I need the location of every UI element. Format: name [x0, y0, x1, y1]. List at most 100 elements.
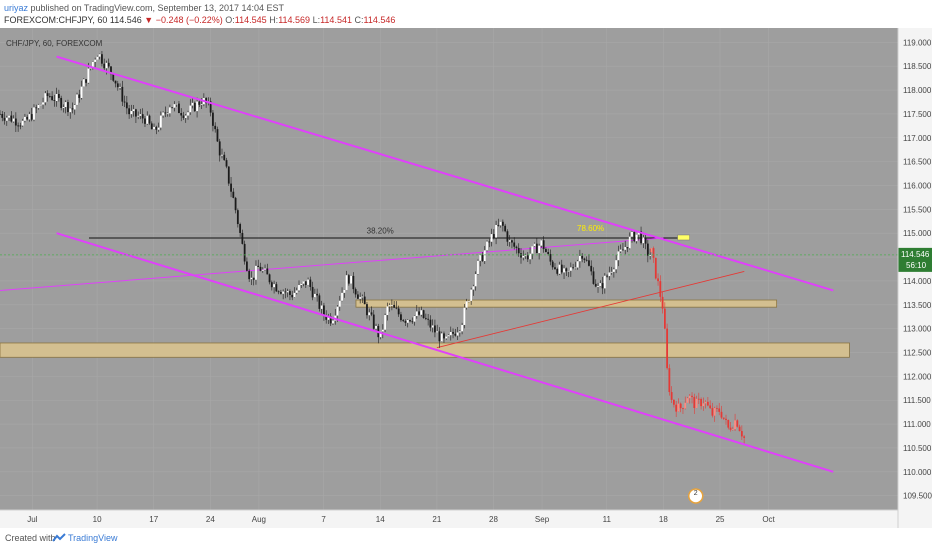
y-tick-label: 110.500 [903, 444, 932, 453]
candle-body [554, 267, 556, 270]
candle-body [171, 107, 174, 109]
candle-body [581, 255, 584, 259]
low-value: 114.541 [320, 15, 352, 25]
candle-body [103, 63, 106, 69]
candle-body [497, 225, 500, 226]
candle-body [282, 291, 285, 294]
candle-body [155, 126, 158, 130]
symbol-label: FOREXCOM:CHFJPY, 60 [4, 15, 108, 25]
candle-body [468, 300, 470, 302]
projected-candle-body [684, 402, 687, 409]
candle-body [572, 267, 575, 269]
projected-candle-body [661, 296, 664, 309]
candle-body [381, 329, 384, 332]
candle-body [248, 270, 251, 280]
x-tick-label: 11 [603, 515, 612, 524]
y-tick-label: 118.000 [903, 86, 932, 95]
projected-candle-body [727, 419, 730, 428]
candle-body [135, 109, 137, 117]
projected-candle-body [668, 368, 671, 393]
candle-body [26, 116, 29, 120]
candle-body [361, 296, 364, 298]
projected-candle-body [722, 417, 725, 419]
candle-body [73, 104, 76, 110]
close-label: C: [354, 15, 364, 25]
last-price: 114.546 [109, 15, 142, 25]
candle-body [585, 259, 588, 261]
candle-body [418, 311, 420, 315]
y-tick-label: 111.000 [903, 420, 931, 429]
candle-body [266, 268, 269, 275]
projected-candle-body [650, 248, 653, 253]
price-change: −0.248 (−0.22%) [155, 15, 223, 25]
candle-body [157, 127, 160, 130]
candle-body [366, 304, 368, 316]
y-tick-label: 113.000 [903, 325, 932, 334]
high-label: H: [269, 15, 279, 25]
candle-body [184, 115, 187, 118]
candle-body [558, 264, 561, 274]
low-label: L: [312, 15, 321, 25]
projected-candle-body [700, 398, 702, 407]
candle-body [230, 183, 232, 192]
candle-body [318, 295, 321, 309]
candle-body [511, 240, 513, 243]
support-zone-0 [0, 342, 850, 358]
price-chart[interactable]: 119.000 118.500 118.000 117.500 117.000 116.5… [0, 28, 932, 528]
projected-candle-body [704, 401, 707, 404]
candle-body [404, 321, 407, 323]
channel-lower-line [56, 232, 834, 473]
x-tick-label: Jul [27, 515, 37, 524]
candle-body [456, 332, 459, 336]
candle-body [94, 59, 97, 62]
candle-body [320, 305, 323, 309]
candle-body [413, 316, 416, 322]
candle-body [198, 101, 201, 105]
chart-header: uriyaz published on TradingView.com, Sep… [0, 0, 932, 28]
candle-body [619, 249, 622, 252]
candle-body [368, 312, 371, 316]
candle-body [470, 289, 473, 301]
x-tick-label: Oct [762, 515, 775, 524]
fib-label-0: 38.20% [367, 227, 394, 236]
y-tick-label: 118.500 [903, 62, 932, 71]
candle-body [146, 115, 149, 124]
candle-body [345, 275, 348, 290]
candle-body [409, 320, 411, 322]
candle-body [540, 240, 543, 246]
candle-body [642, 237, 645, 244]
candle-body [209, 101, 212, 113]
author-link[interactable]: uriyaz [4, 3, 29, 13]
candle-body [411, 321, 414, 323]
candle-body [463, 307, 466, 325]
y-tick-label: 119.000 [903, 38, 932, 47]
candle-body [284, 291, 287, 293]
candle-body [393, 304, 396, 308]
candle-body [533, 243, 536, 247]
candle-body [443, 333, 445, 339]
candle-body [80, 86, 83, 98]
candle-body [214, 125, 217, 130]
candle-body [608, 272, 611, 277]
candle-body [116, 83, 119, 88]
candle-body [37, 104, 40, 109]
candle-body [612, 269, 615, 272]
level-handle [677, 234, 690, 241]
candle-body [225, 160, 228, 167]
tradingview-logo[interactable]: TradingView [52, 531, 122, 545]
candle-body [465, 301, 468, 308]
candle-body [132, 109, 135, 112]
candle-body [486, 241, 488, 251]
candle-body [200, 104, 203, 106]
candle-body [98, 54, 101, 57]
candle-body [246, 261, 248, 271]
candle-body [350, 275, 353, 284]
candle-body [529, 253, 531, 260]
high-value: 114.569 [278, 15, 311, 25]
projected-candle-body [709, 405, 712, 409]
candle-body [307, 279, 309, 285]
candle-body [48, 96, 51, 97]
candle-body [223, 154, 226, 161]
candle-body [504, 225, 507, 232]
candle-body [646, 243, 649, 256]
